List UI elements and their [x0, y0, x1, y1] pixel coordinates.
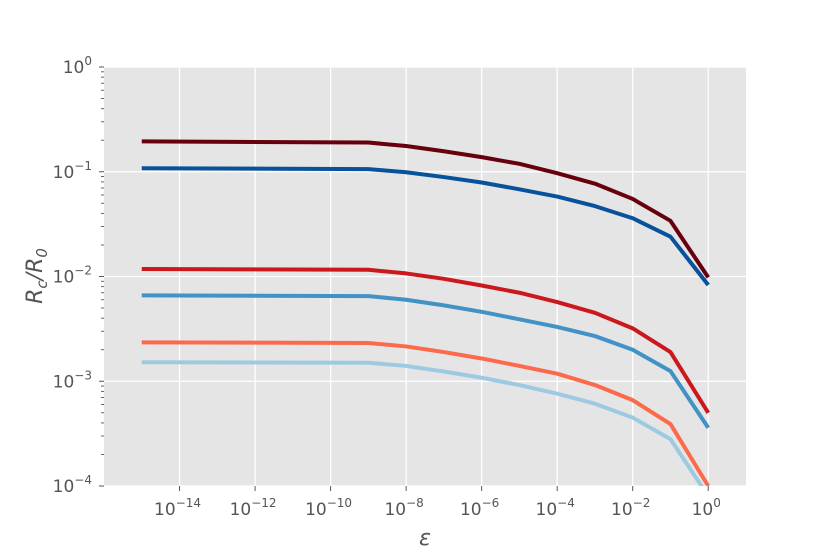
y-axis-label-sub1: c	[33, 280, 51, 289]
series-line-0	[141, 139, 710, 279]
y-tick-label-4: 10−4	[53, 473, 92, 497]
y-tick-label-3: 10−3	[53, 368, 92, 392]
series-line-5	[141, 360, 704, 486]
x-tick-label-5: 10−4	[536, 496, 575, 520]
y-axis-label-base: R	[23, 289, 48, 304]
series-line-4	[141, 340, 710, 486]
x-tick-label-1: 10−12	[230, 496, 277, 520]
series-line-1	[141, 166, 710, 287]
y-axis-label-mid: /R	[23, 258, 48, 283]
y-axis-label-sub2: 0	[33, 248, 51, 258]
x-axis-label: ε	[419, 526, 431, 551]
y-minor-ticks	[99, 66, 709, 491]
series-layer	[141, 139, 710, 486]
y-tick-label-1: 10−1	[53, 159, 92, 183]
series-line-3	[141, 293, 710, 429]
x-tick-label-4: 10−6	[460, 496, 499, 520]
y-axis-label: Rc/R0	[23, 248, 51, 304]
x-tick-label-7: 100	[692, 496, 721, 520]
y-tick-label-2: 10−2	[53, 264, 92, 288]
x-tick-label-0: 10−14	[154, 496, 201, 520]
series-line-2	[141, 266, 710, 414]
x-tick-label-2: 10−10	[305, 496, 352, 520]
x-tick-label-3: 10−8	[384, 496, 423, 520]
y-tick-labels: 100 10−1 10−2 10−3 10−4	[53, 54, 92, 497]
y-tick-label-0: 100	[63, 54, 92, 78]
x-tick-label-6: 10−2	[611, 496, 650, 520]
x-tick-labels: 10−14 10−12 10−10 10−8 10−6 10−4 10−2 100	[154, 496, 721, 520]
